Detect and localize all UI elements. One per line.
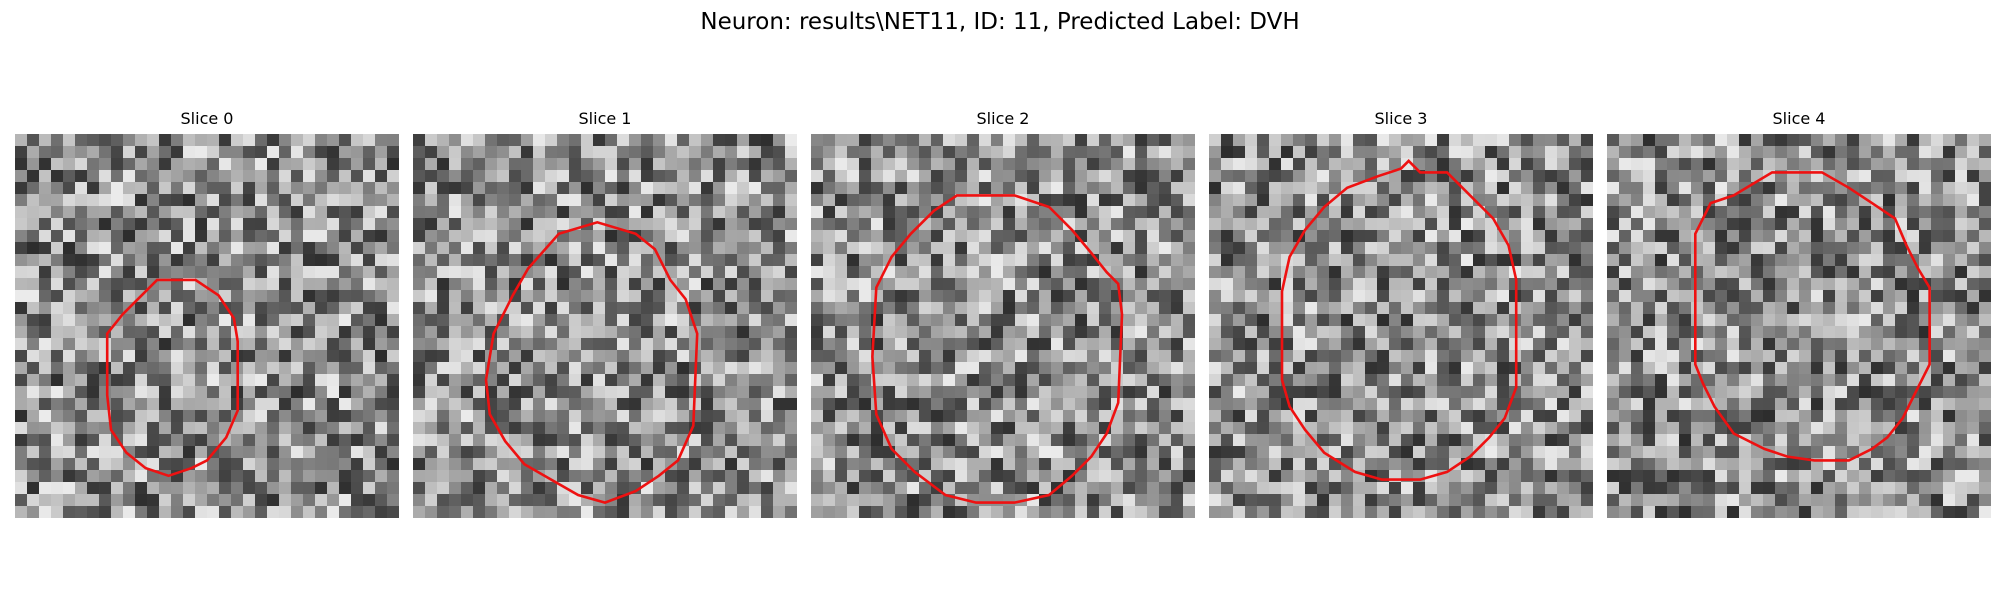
roi-contour — [871, 194, 1124, 504]
figure-title: Neuron: results\NET11, ID: 11, Predicted… — [700, 9, 1300, 35]
slice-image — [1209, 134, 1593, 518]
roi-contour — [484, 220, 699, 504]
slice-panel-4: Slice 4 — [1607, 108, 1991, 518]
roi-contour — [1694, 171, 1931, 462]
slice-image — [413, 134, 797, 518]
slice-panel-0: Slice 0 — [15, 108, 399, 518]
slice-title: Slice 1 — [578, 109, 632, 128]
roi-contour — [105, 278, 239, 478]
slice-panel-1: Slice 1 — [413, 108, 797, 518]
slice-image — [15, 134, 399, 518]
slice-panel-2: Slice 2 — [811, 108, 1195, 518]
slice-panel-3: Slice 3 — [1209, 108, 1593, 518]
slice-title: Slice 3 — [1374, 109, 1428, 128]
roi-contour — [1280, 159, 1518, 481]
slice-title: Slice 2 — [976, 109, 1030, 128]
slice-title: Slice 0 — [180, 109, 234, 128]
slice-image — [811, 134, 1195, 518]
slice-title: Slice 4 — [1772, 109, 1826, 128]
slice-image — [1607, 134, 1991, 518]
